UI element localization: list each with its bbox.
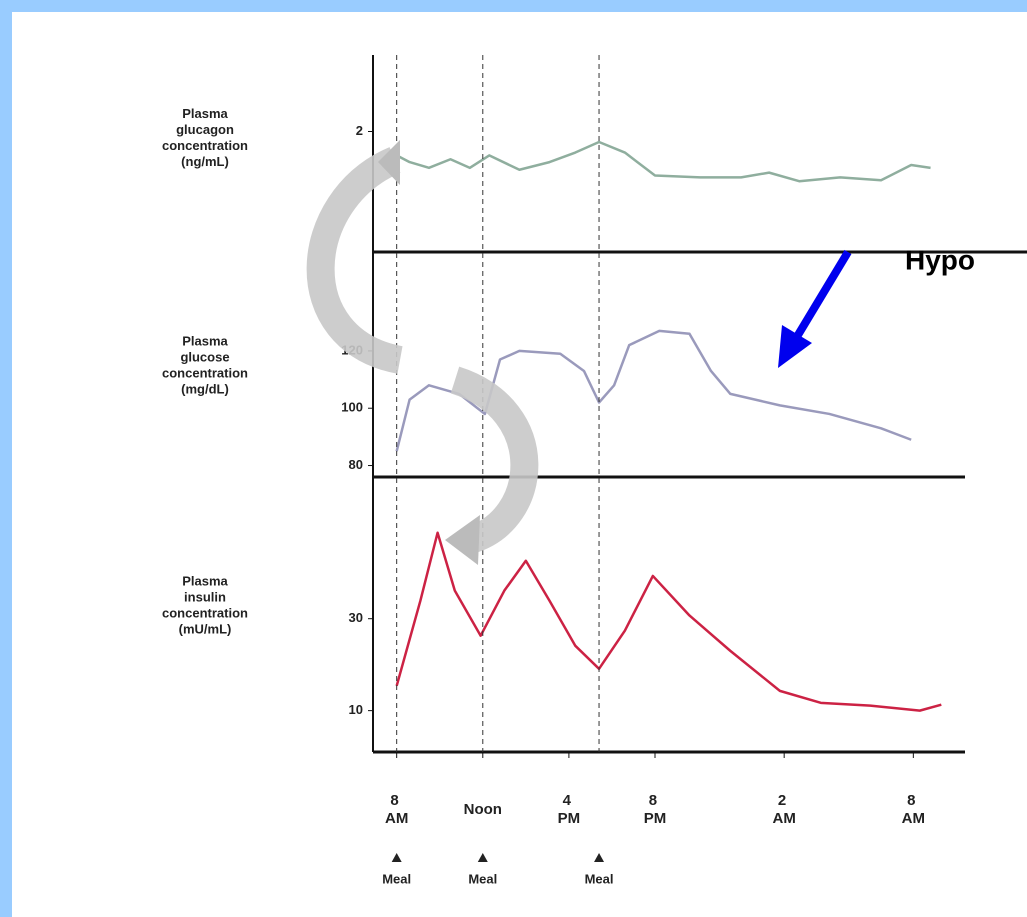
x-tick-label: Noon (464, 801, 502, 818)
meal-label: Meal (468, 871, 497, 886)
y-axis-label: concentration (162, 138, 248, 153)
y-tick-label: 30 (349, 610, 363, 625)
arrow-head (445, 515, 480, 565)
curved-arrow (306, 147, 404, 374)
data-line (396, 140, 931, 183)
meal-marker (477, 853, 488, 862)
meal-marker (391, 853, 402, 862)
x-tick-label-line: AM (385, 810, 408, 827)
y-axis-label: (mU/mL) (179, 621, 232, 636)
x-tick-label-line: 4 (563, 792, 576, 809)
annotation: Hypo (905, 244, 975, 275)
y-tick-label: 2 (356, 123, 363, 138)
x-tick-label: 2 AM (773, 792, 796, 827)
meal-label: Meal (382, 871, 411, 886)
x-tick-label-line: 8 (390, 792, 403, 809)
y-tick-label: 100 (341, 400, 363, 415)
y-axis-label: insulin (184, 589, 226, 604)
y-tick-label: 80 (349, 457, 363, 472)
y-axis-label: concentration (162, 365, 248, 380)
meal-marker (594, 853, 605, 862)
x-tick-label: 8 AM (385, 792, 408, 827)
x-tick-label: 8 PM (644, 792, 667, 827)
x-tick-label-line: AM (773, 810, 796, 827)
x-tick-label: 8 AM (902, 792, 925, 827)
y-axis-label: glucose (180, 349, 229, 364)
y-axis-label: (ng/mL) (181, 154, 229, 169)
plot-layer: 2Plasmaglucagonconcentration(ng/mL)80100… (162, 55, 1027, 886)
y-tick-label: 10 (349, 702, 363, 717)
meal-label: Meal (585, 871, 614, 886)
y-axis-label: glucagon (176, 122, 234, 137)
blue-arrow-head (778, 325, 812, 368)
y-axis-label: Plasma (182, 573, 228, 588)
arrow-head (378, 140, 400, 185)
x-tick-label-line: PM (644, 810, 667, 827)
x-tick-label-line: 2 (778, 792, 791, 809)
decorative-arrows (306, 140, 852, 565)
x-tick-label-line: AM (902, 810, 925, 827)
x-tick-label-line: 8 (649, 792, 662, 809)
y-axis-label: Plasma (182, 106, 228, 121)
blue-arrow (791, 249, 852, 343)
curved-arrow (450, 366, 539, 554)
y-axis-label: concentration (162, 605, 248, 620)
x-tick-label-line: 8 (907, 792, 920, 809)
y-axis-label: Plasma (182, 333, 228, 348)
x-tick-label-line: PM (558, 810, 581, 827)
y-axis-label: (mg/dL) (181, 381, 229, 396)
x-tick-label: 4 PM (558, 792, 581, 827)
